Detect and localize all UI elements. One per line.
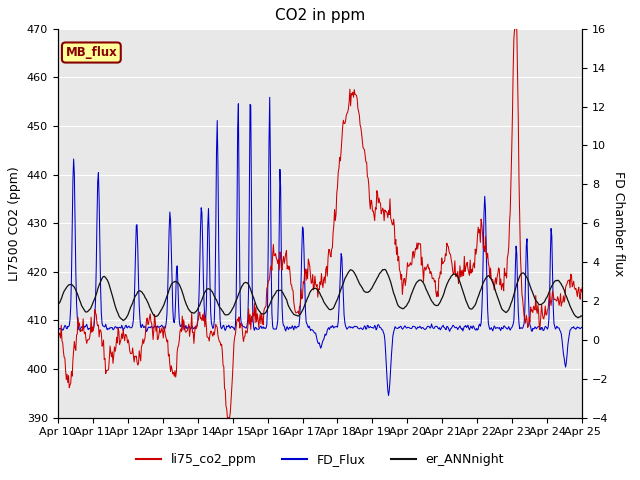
- Title: CO2 in ppm: CO2 in ppm: [275, 9, 365, 24]
- Legend: li75_co2_ppm, FD_Flux, er_ANNnight: li75_co2_ppm, FD_Flux, er_ANNnight: [131, 448, 509, 471]
- Y-axis label: LI7500 CO2 (ppm): LI7500 CO2 (ppm): [8, 166, 21, 281]
- Y-axis label: FD Chamber flux: FD Chamber flux: [612, 170, 625, 276]
- Text: MB_flux: MB_flux: [65, 46, 117, 59]
